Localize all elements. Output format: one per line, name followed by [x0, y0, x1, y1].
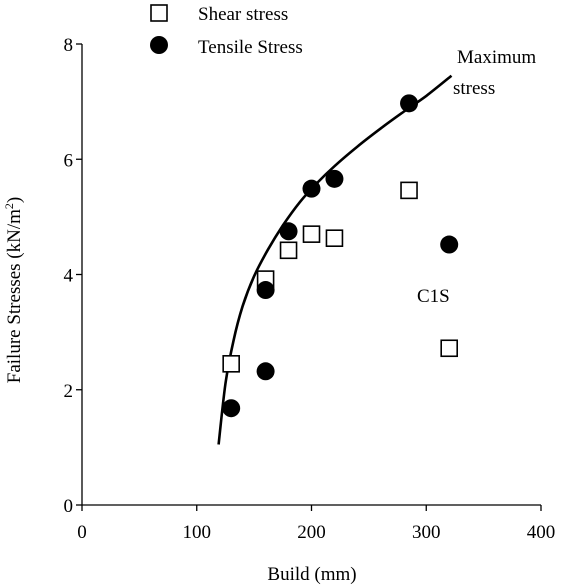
axis-ticks	[76, 43, 542, 511]
tensile-point	[256, 362, 275, 381]
tensile-point	[400, 94, 419, 113]
legend-label-shear: Shear stress	[198, 4, 288, 25]
annotation-c1s: C1S	[417, 286, 450, 307]
x-tick-label: 400	[527, 522, 556, 543]
curve-label-line1: Maximum	[457, 47, 536, 68]
y-tick-label: 8	[64, 35, 74, 56]
x-tick-label: 100	[183, 522, 212, 543]
y-axis-label-sup: 2	[2, 203, 16, 209]
tensile-point	[279, 222, 298, 241]
shear-point	[222, 355, 240, 373]
tensile-point	[440, 235, 459, 254]
shear-point	[400, 181, 418, 200]
y-tick-label: 0	[64, 496, 74, 517]
tensile-point	[222, 399, 241, 418]
y-axis-label-end: )	[4, 197, 25, 203]
shear-point	[440, 339, 459, 358]
y-axis-label: Failure Stresses (kN/m2)	[2, 197, 25, 383]
tensile-point	[325, 169, 344, 188]
x-tick-label: 300	[412, 522, 441, 543]
maximum-stress-curve	[217, 74, 453, 445]
x-tick-label: 200	[297, 522, 326, 543]
tensile-point	[302, 179, 321, 198]
legend: Shear stress Tensile Stress	[150, 4, 303, 58]
legend-marker-tensile	[150, 36, 168, 54]
tick-labels: 0 100 200 300 400 0 2 4 6 8	[64, 35, 556, 543]
y-axis-label-main: Failure Stresses (kN/m	[4, 209, 25, 383]
shear-point	[279, 241, 298, 260]
shear-point	[325, 229, 344, 247]
data-markers	[222, 94, 459, 418]
y-tick-label: 6	[64, 150, 74, 171]
shear-point	[302, 225, 321, 243]
y-tick-label: 2	[64, 381, 74, 402]
plot-area: 0 100 200 300 400 0 2 4 6 8	[64, 35, 556, 543]
y-tick-label: 4	[64, 266, 74, 287]
tensile-point	[256, 281, 275, 300]
legend-marker-shear	[150, 4, 168, 22]
x-axis-label: Build (mm)	[267, 564, 356, 585]
curve-label-line2: stress	[453, 78, 495, 99]
legend-label-tensile: Tensile Stress	[198, 37, 303, 58]
x-tick-label: 0	[77, 522, 87, 543]
